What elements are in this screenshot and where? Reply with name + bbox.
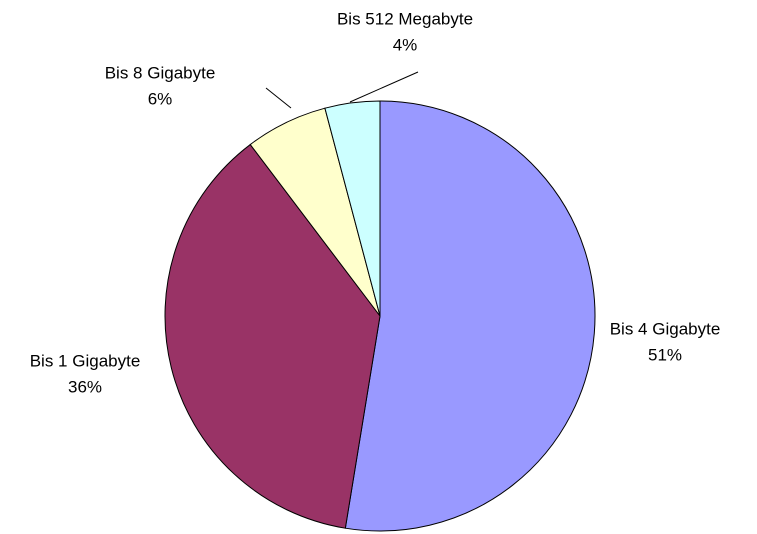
- pie-slice: [344, 100, 596, 532]
- leader-line: [265, 87, 292, 109]
- pie-slice: [324, 100, 381, 317]
- slice-value-label: 51%: [648, 345, 682, 364]
- slice-label: Bis 4 Gigabyte: [610, 319, 721, 338]
- slice-value-label: 6%: [148, 89, 173, 108]
- slice-label: Bis 1 Gigabyte: [30, 351, 141, 370]
- slice-value-label: 36%: [68, 377, 102, 396]
- leader-line: [349, 71, 419, 103]
- pie-slice: [164, 143, 381, 529]
- slice-label: Bis 8 Gigabyte: [105, 63, 216, 82]
- slice-value-label: 4%: [393, 35, 418, 54]
- slice-label: Bis 512 Megabyte: [337, 9, 473, 28]
